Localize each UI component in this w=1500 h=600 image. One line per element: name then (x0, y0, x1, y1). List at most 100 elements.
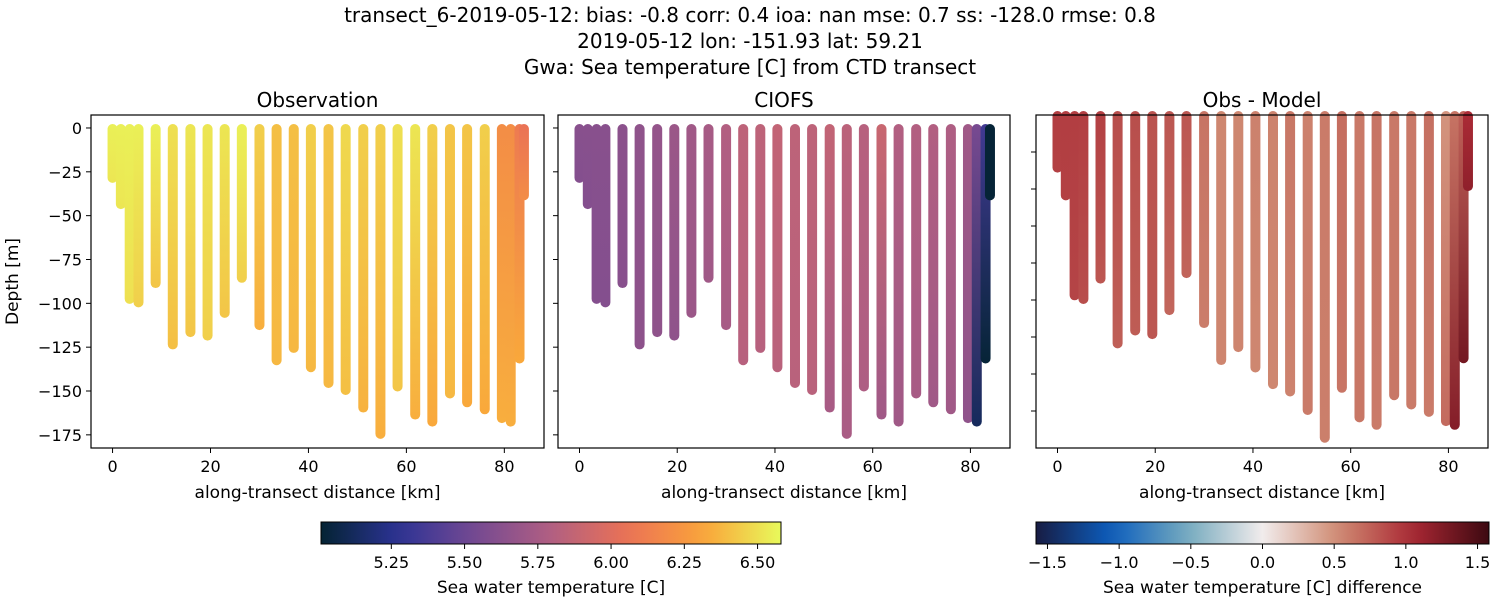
x-axis-label: along-transect distance [km] (661, 483, 907, 503)
station-profile-23 (928, 123, 939, 408)
station-profile-21 (427, 123, 438, 427)
x-tick-label: 20 (1145, 457, 1165, 476)
station-profile-14 (772, 123, 783, 373)
station-profile-24 (479, 123, 490, 415)
colorbar-tick-label: 6.00 (593, 553, 629, 572)
station-profile-14 (1250, 111, 1261, 373)
colorbar-tick-label: 0.5 (1321, 553, 1346, 572)
station-profile-24 (1423, 111, 1434, 417)
colorbar-label: Sea water temperature [C] (437, 578, 665, 598)
station-profile-23 (1406, 111, 1417, 410)
station-profile-16 (807, 123, 818, 396)
station-profile-28 (1462, 111, 1473, 192)
x-tick-label: 40 (765, 457, 785, 476)
station-profile-24 (945, 123, 956, 415)
colorbar-tick-label: 5.75 (520, 553, 556, 572)
station-profile-1 (1052, 111, 1063, 173)
station-profile-13 (1233, 111, 1244, 353)
station-profile-9 (1164, 111, 1175, 316)
station-profile-22 (911, 123, 922, 399)
y-axis-label: Depth [m] (3, 238, 23, 325)
x-tick-label: 80 (494, 457, 514, 476)
x-tick-label: 0 (107, 457, 117, 476)
station-profile-19 (1336, 111, 1347, 393)
station-profile-2 (115, 123, 126, 210)
x-tick-label: 20 (200, 457, 220, 476)
station-profile-5 (150, 123, 161, 289)
station-profile-16 (340, 123, 351, 396)
colorbar-tick-label: 1.5 (1465, 553, 1490, 572)
y-tick-label: −125 (38, 338, 82, 357)
figure-title-line-1: transect_6-2019-05-12: bias: -0.8 corr: … (344, 3, 1156, 27)
station-profile-12 (738, 123, 749, 366)
station-profile-25 (496, 123, 507, 424)
station-profile-25 (962, 123, 973, 424)
x-tick-label: 60 (1341, 457, 1361, 476)
station-profile-20 (876, 123, 887, 420)
x-tick-label: 40 (1243, 457, 1263, 476)
station-profile-25 (1440, 111, 1451, 427)
colorbar-tick-label: 5.50 (447, 553, 483, 572)
colorbar-gradient-bar (320, 521, 782, 545)
station-profile-8 (202, 123, 213, 341)
station-profile-5 (617, 123, 628, 289)
station-profile-8 (1147, 111, 1158, 340)
panel-title: CIOFS (754, 88, 813, 112)
station-profile-3 (591, 123, 602, 304)
station-profile-11 (254, 123, 265, 331)
x-tick-label: 60 (863, 457, 883, 476)
y-tick-label: 0 (72, 119, 82, 138)
station-profile-3 (124, 123, 135, 304)
station-profile-3 (1069, 111, 1080, 301)
station-profile-15 (1267, 111, 1278, 390)
panel-title: Obs - Model (1203, 88, 1322, 112)
station-profile-22 (1389, 111, 1400, 401)
y-tick-label: −25 (48, 163, 82, 182)
station-profile-28 (984, 123, 995, 201)
station-profile-11 (721, 123, 732, 331)
x-tick-label: 0 (1052, 457, 1062, 476)
station-profile-19 (392, 123, 403, 392)
x-tick-label: 20 (667, 457, 687, 476)
colorbar-tick-label: 5.25 (374, 553, 410, 572)
station-profile-26 (1449, 111, 1460, 430)
y-tick-label: −175 (38, 426, 82, 445)
colorbar-tick-label: −0.5 (1171, 553, 1210, 572)
station-profile-5 (1095, 111, 1106, 284)
station-profile-7 (185, 123, 196, 338)
x-tick-label: 80 (960, 457, 980, 476)
panel-title: Observation (257, 88, 379, 112)
colorbar-gradient-bar (1035, 521, 1490, 545)
station-profile-21 (893, 123, 904, 427)
panel-obs: 0 20 40 60 80 0 −25 −50 −75 −100 −125 −150 −175 Obser… (3, 88, 545, 503)
colorbar-tick-label: 6.25 (666, 553, 702, 572)
colorbar-tick-label: 0.0 (1250, 553, 1275, 572)
panel-diff: 0 20 40 60 80 Obs - Model along-transect dista… (1031, 88, 1489, 503)
figure-title-line-2: 2019-05-12 lon: -151.93 lat: 59.21 (577, 29, 923, 53)
x-tick-label: 80 (1438, 457, 1458, 476)
station-profile-9 (219, 123, 230, 318)
axes-frame (90, 114, 545, 449)
station-profile-12 (1216, 111, 1227, 366)
station-profile-13 (755, 123, 766, 353)
station-profile-20 (1354, 111, 1365, 423)
station-profile-18 (1319, 111, 1330, 443)
panel-model: 0 20 40 60 80 CIOFS along-transect distance [k… (553, 88, 1011, 503)
station-profile-17 (358, 123, 369, 413)
y-tick-label: −150 (38, 382, 82, 401)
station-profile-17 (1302, 111, 1313, 415)
colorbar-tick-label: −1.5 (1028, 553, 1067, 572)
station-profile-2 (1060, 111, 1071, 201)
station-profile-4 (600, 123, 611, 308)
y-tick-label: −50 (48, 207, 82, 226)
station-profile-26 (505, 123, 516, 427)
colorbar-label: Sea water temperature [C] difference (1103, 578, 1422, 598)
station-profile-4 (1078, 111, 1089, 304)
station-profile-4 (133, 123, 144, 308)
x-tick-label: 0 (574, 457, 584, 476)
station-profile-11 (1199, 111, 1210, 329)
station-profile-26 (971, 123, 982, 427)
station-profile-10 (1181, 111, 1192, 279)
station-profile-8 (669, 123, 680, 341)
